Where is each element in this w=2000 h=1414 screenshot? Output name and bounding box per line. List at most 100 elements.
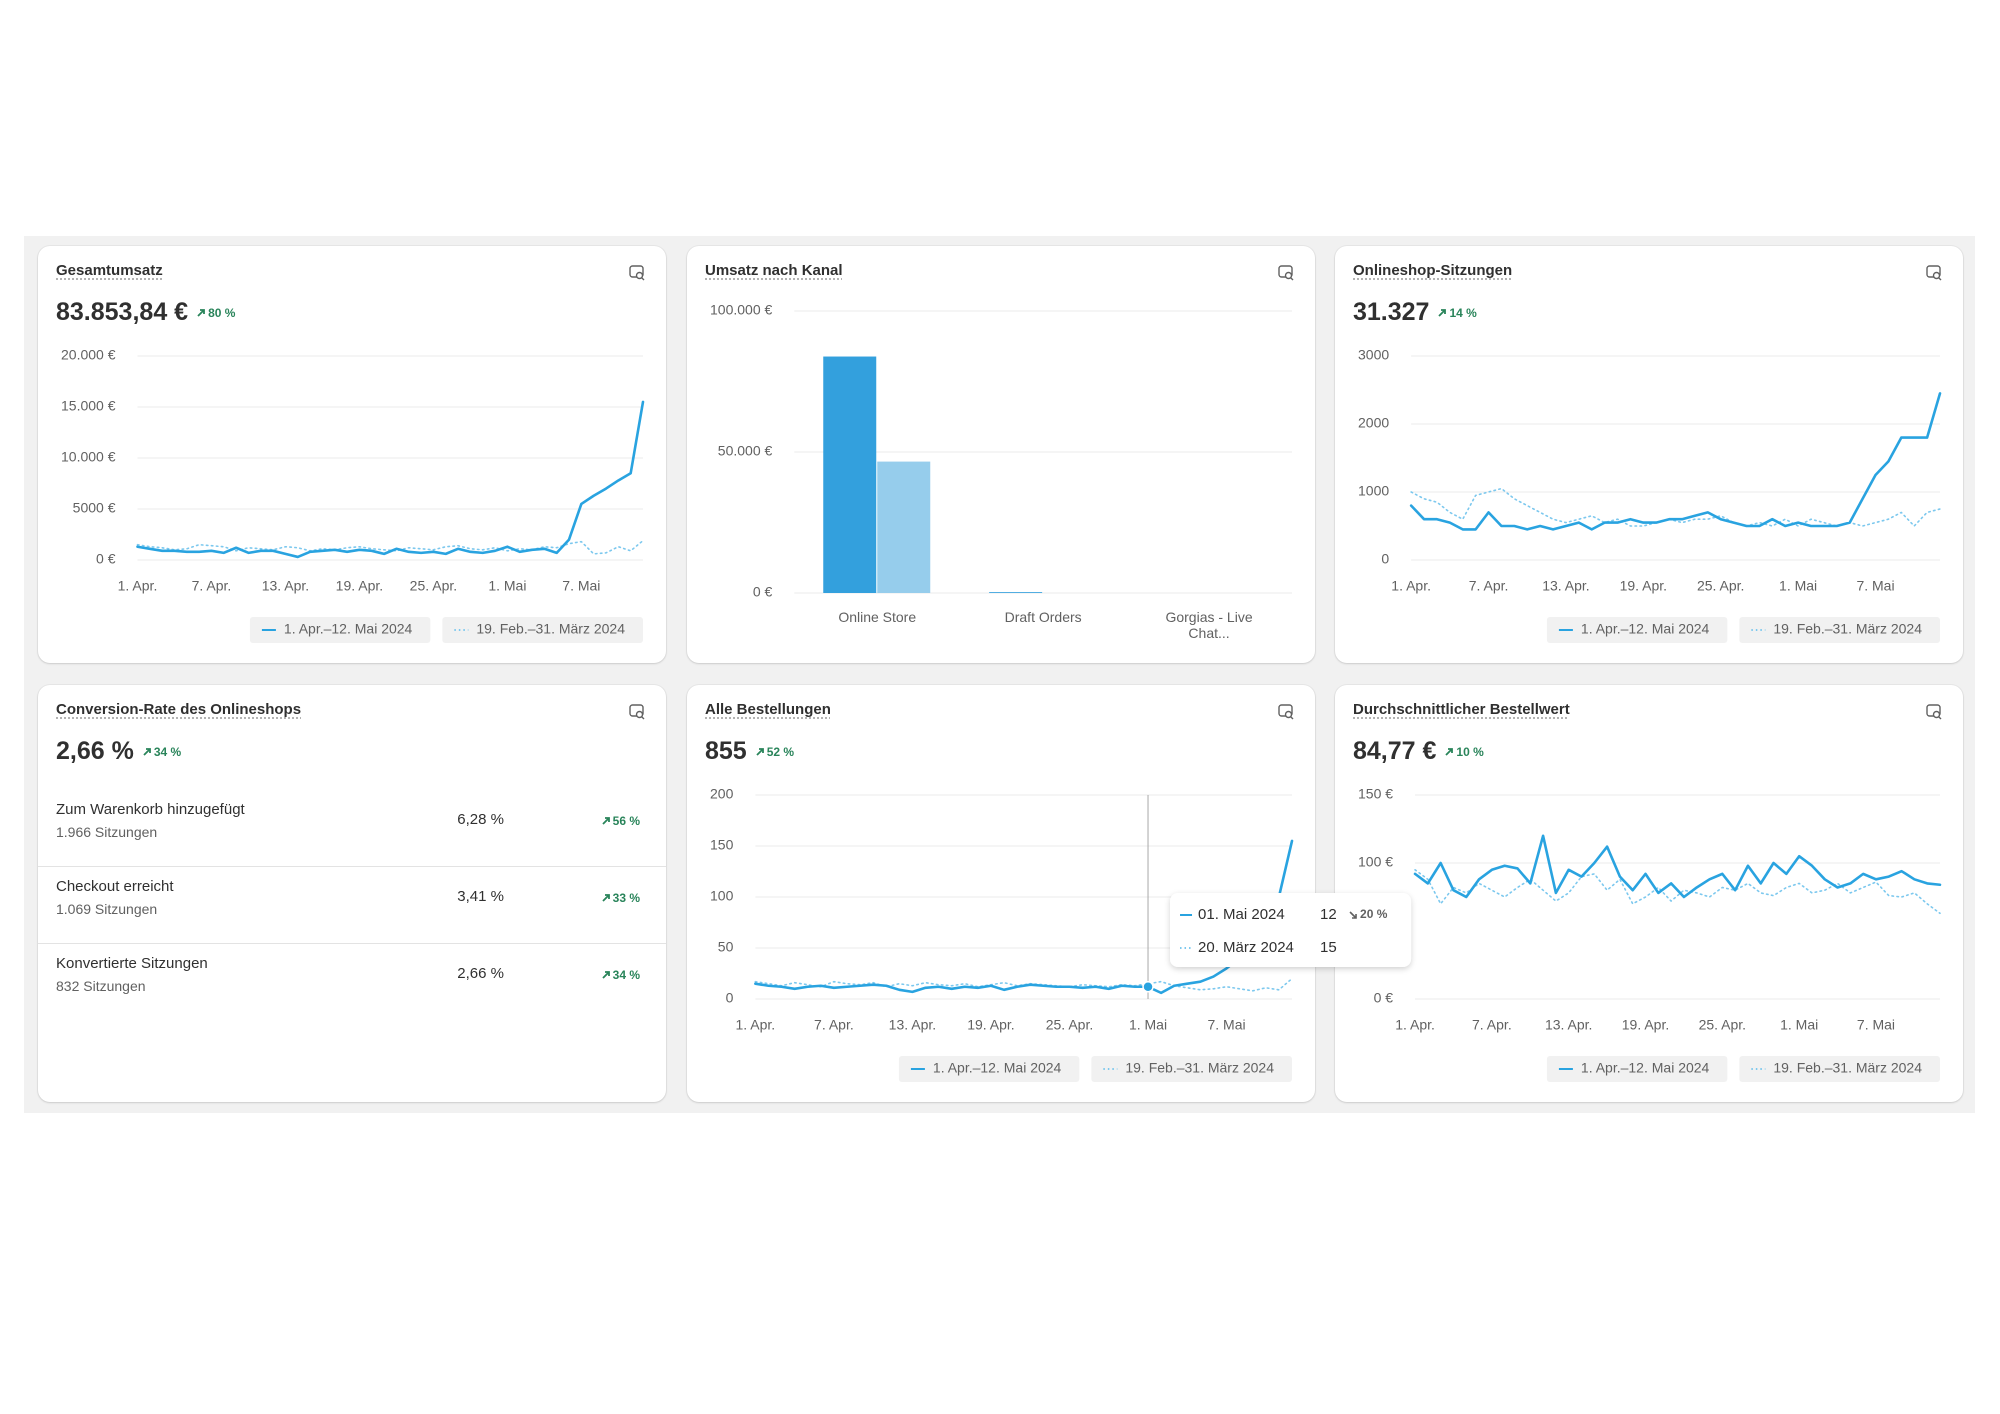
trend-arrow-path (756, 747, 764, 756)
card-icon (1278, 704, 1294, 720)
icon-lens (635, 710, 644, 719)
legend-box (898, 1056, 1080, 1082)
y-tick-label: 2000 (1358, 415, 1389, 431)
row-value: 3,41 % (457, 888, 504, 905)
x-tick-label: 13. Apr. (1545, 1017, 1592, 1033)
change-text: 80 % (208, 305, 236, 320)
legend-box (249, 617, 431, 643)
x-tick-label: 25. Apr. (410, 578, 457, 594)
trend-arrow (756, 747, 764, 756)
card-icon (1926, 265, 1942, 281)
trend-arrow-path (143, 747, 151, 756)
tooltip-date: 01. Mai 2024 (1198, 906, 1285, 923)
x-tick-label: Online Store (838, 609, 917, 625)
divider (38, 943, 666, 944)
card-title[interactable]: Conversion-Rate des Onlineshops (56, 701, 302, 718)
series-line (754, 977, 1293, 992)
card-title[interactable]: Gesamtumsatz (56, 262, 163, 279)
bar (823, 356, 877, 593)
y-tick-label: 100 € (1358, 854, 1393, 870)
metric-row: Zum Warenkorb hinzugefügt 1.966 Sitzungen… (38, 797, 666, 874)
legend-box (442, 617, 643, 643)
row-sub: 832 Sitzungen (56, 978, 146, 994)
row-sub: 1.069 Sitzungen (56, 901, 158, 917)
y-tick-label: 150 (710, 837, 734, 853)
kpi-row: 83.853,84 € 80 % (56, 298, 235, 327)
change-text: 34 % (612, 968, 640, 982)
row-label: Checkout erreicht (56, 878, 174, 895)
legend-label: 1. Apr.–12. Mai 2024 (1581, 621, 1710, 637)
card-title[interactable]: Durchschnittlicher Bestellwert (1353, 701, 1570, 718)
kpi-value: 855 (705, 737, 747, 765)
row-value: 6,28 % (457, 811, 504, 828)
trend-arrow-path (602, 971, 610, 979)
change-text: 14 % (1449, 305, 1477, 320)
legend-item: 19. Feb.–31. März 2024 (1739, 1056, 1940, 1082)
legend-item: 19. Feb.–31. März 2024 (1739, 617, 1940, 643)
x-tick-label: 19. Apr. (1622, 1017, 1669, 1033)
icon-lens (1932, 271, 1941, 280)
legend-item: 1. Apr.–12. Mai 2024 (1546, 617, 1728, 643)
trend-arrow (143, 747, 151, 756)
row-label: Konvertierte Sitzungen (56, 955, 208, 972)
x-tick-label: 1. Mai (1779, 578, 1817, 594)
trend-arrow-path (1445, 747, 1454, 756)
legend-label: 19. Feb.–31. März 2024 (476, 621, 625, 637)
tooltip-value: 15 (1320, 939, 1337, 956)
chart: 0 € 5000 € 10.000 € 15.000 € 20.000 € 1. Apr.… (61, 347, 645, 643)
row-sub: 1.966 Sitzungen (56, 824, 158, 840)
card-title[interactable]: Umsatz nach Kanal (705, 262, 843, 279)
chart: 0 € 100 € 150 € 1. Apr. 7. Apr. 13. Apr. 19. A… (1358, 786, 1942, 1082)
row-badge-wrap: 33 % (601, 890, 640, 908)
legend-item: 1. Apr.–12. Mai 2024 (249, 617, 431, 643)
kpi-row: 855 52 % (705, 737, 794, 766)
kpi-value: 84,77 € (1353, 737, 1437, 765)
tooltip-change: 20 % (1360, 907, 1388, 921)
trend-arrow (1445, 747, 1454, 756)
x-tick-label: 1. Apr. (1391, 578, 1431, 594)
kpi-value: 2,66 % (56, 737, 134, 765)
icon-handle (641, 277, 645, 281)
card: 0 50 100 150 200 1. Apr. 7. Apr. 13. Apr. 19. Ap… (687, 685, 1412, 1102)
chart: 0 1000 2000 3000 1. Apr. 7. Apr. 13. Apr. 19. A… (1358, 347, 1942, 643)
card-title[interactable]: Onlineshop-Sitzungen (1353, 262, 1513, 279)
card-title[interactable]: Alle Bestellungen (705, 701, 831, 718)
x-tick-label: 7. Apr. (814, 1017, 854, 1033)
trend-arrow (1438, 308, 1447, 317)
y-tick-label: 10.000 € (61, 449, 116, 465)
series-line (754, 839, 1294, 995)
tooltip-value: 12 (1320, 906, 1337, 923)
card: 0 1000 2000 3000 1. Apr. 7. Apr. 13. Apr. 19. A… (1335, 246, 1963, 663)
change-text: 52 % (766, 744, 795, 759)
legend-box (1546, 617, 1728, 643)
x-tick-label: 7. Mai (1856, 578, 1894, 594)
trend-arrow-path (602, 894, 610, 902)
y-tick-label: 0 (1381, 551, 1389, 567)
row-label: Zum Warenkorb hinzugefügt (56, 801, 245, 818)
legend-label: 1. Apr.–12. Mai 2024 (284, 621, 413, 637)
card-icon (1278, 265, 1294, 281)
kpi-row: 2,66 % 34 % (56, 737, 181, 766)
y-tick-label: 200 (710, 786, 734, 802)
kpi-value: 31.327 (1353, 298, 1430, 326)
trend-arrow (602, 817, 610, 825)
tooltip-box (1170, 893, 1412, 967)
trend-arrow (197, 308, 205, 317)
y-tick-label: 15.000 € (61, 398, 116, 414)
legend-label: 19. Feb.–31. März 2024 (1125, 1060, 1274, 1076)
tooltip-change-arrow (1349, 911, 1357, 919)
x-tick-label: 25. Apr. (1046, 1017, 1093, 1033)
icon-handle (1290, 277, 1294, 281)
x-tick-label: 7. Apr. (192, 578, 232, 594)
trend-arrow (602, 894, 610, 902)
card-icon (629, 265, 645, 281)
series-line (1410, 487, 1941, 527)
x-tick-label: 7. Mai (562, 578, 600, 594)
legend-label: 19. Feb.–31. März 2024 (1773, 1060, 1922, 1076)
icon-lens (635, 271, 644, 280)
x-tick-label: 1. Apr. (118, 578, 158, 594)
series-line (1413, 834, 1942, 899)
change-text: 33 % (612, 891, 640, 905)
row-change: 33 % (601, 891, 640, 905)
divider (38, 866, 666, 867)
